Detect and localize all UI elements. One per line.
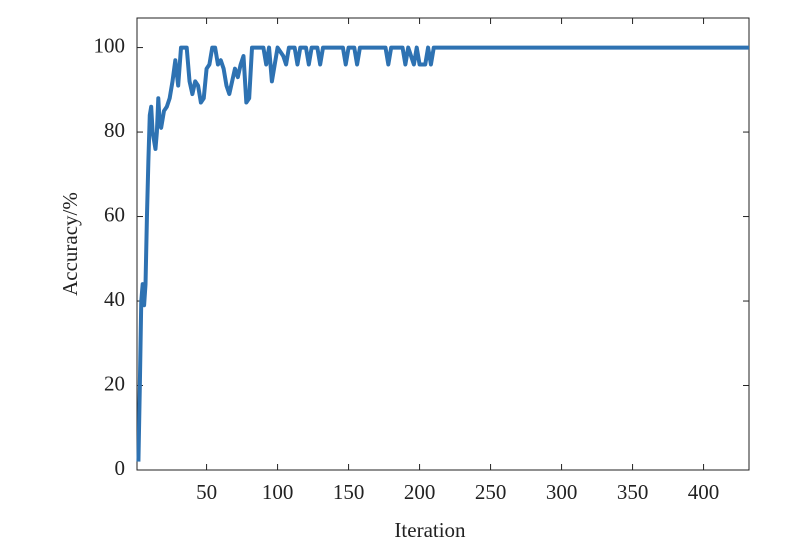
y-tick-label: 60 [104, 202, 125, 226]
y-tick-label: 100 [94, 33, 126, 57]
x-tick-label: 200 [404, 480, 436, 504]
y-tick-label: 40 [104, 287, 125, 311]
data-line [136, 45, 749, 462]
x-tick-label: 350 [617, 480, 649, 504]
x-tick-label: 150 [333, 480, 365, 504]
plot-frame [136, 17, 750, 471]
y-tick-label: 80 [104, 118, 125, 142]
y-tick-label: 0 [115, 456, 126, 480]
x-tick-label: 300 [546, 480, 578, 504]
x-axis-label: Iteration [394, 518, 466, 542]
x-tick-label: 50 [196, 480, 217, 504]
x-tick-label: 100 [262, 480, 294, 504]
y-tick-label: 20 [104, 371, 125, 395]
y-axis-label: Accuracy/% [58, 192, 82, 296]
x-tick-label: 400 [688, 480, 720, 504]
x-tick-label: 250 [475, 480, 507, 504]
